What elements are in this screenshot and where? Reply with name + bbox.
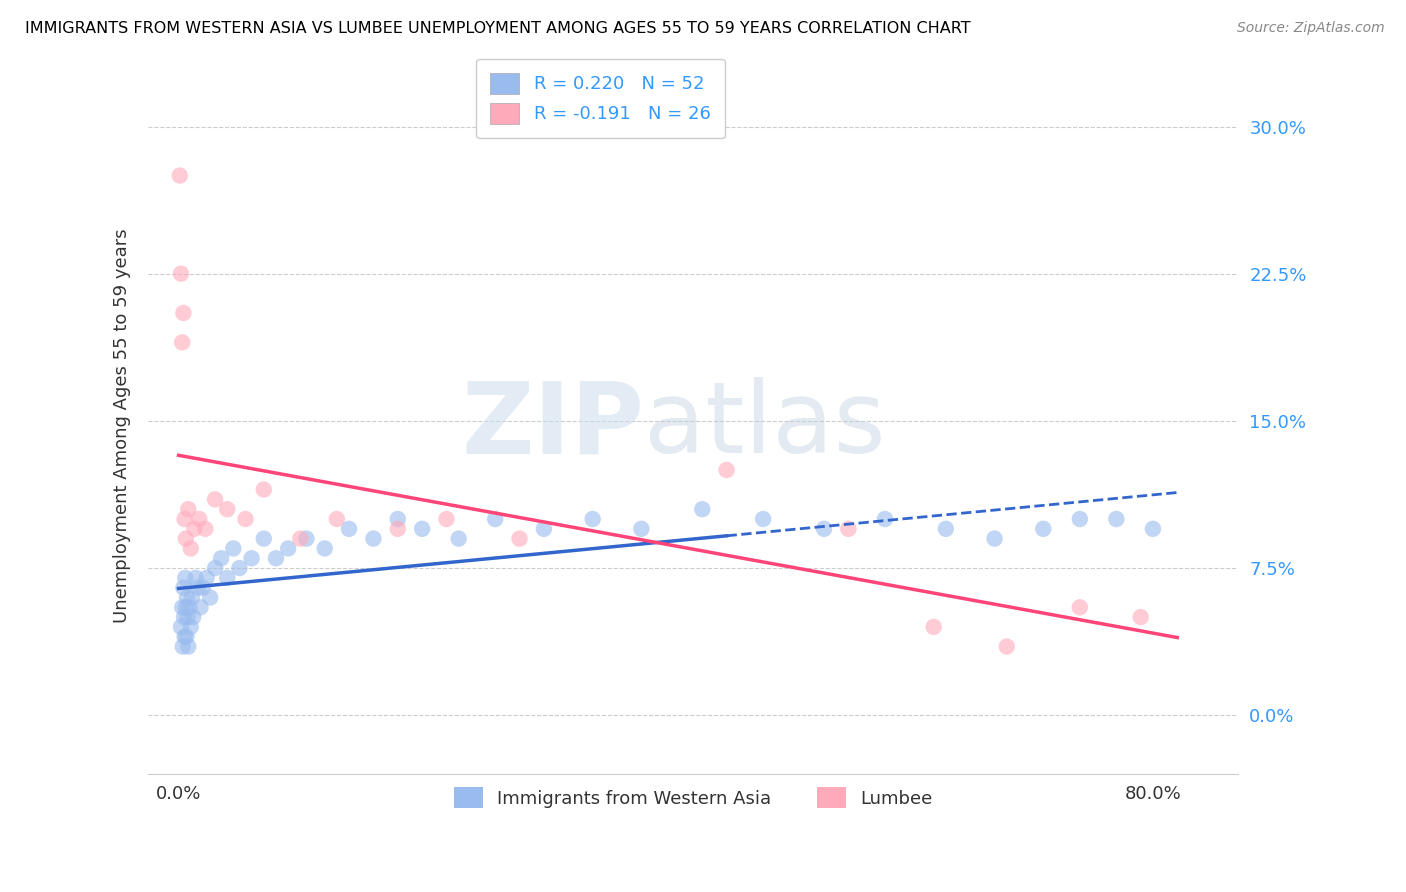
Point bbox=[1032, 522, 1054, 536]
Point bbox=[170, 620, 193, 634]
Point bbox=[174, 532, 197, 546]
Y-axis label: Unemployment Among Ages 55 to 59 years: Unemployment Among Ages 55 to 59 years bbox=[114, 228, 131, 624]
Point bbox=[217, 502, 239, 516]
Point bbox=[363, 532, 385, 546]
Point bbox=[1129, 610, 1152, 624]
Point bbox=[190, 600, 212, 615]
Point bbox=[447, 532, 470, 546]
Point bbox=[179, 600, 201, 615]
Point bbox=[174, 600, 197, 615]
Point bbox=[222, 541, 245, 556]
Point bbox=[177, 640, 200, 654]
Point bbox=[183, 522, 205, 536]
Point bbox=[411, 522, 433, 536]
Point bbox=[200, 591, 222, 605]
Point bbox=[690, 502, 713, 516]
Point bbox=[180, 541, 202, 556]
Point bbox=[813, 522, 835, 536]
Point bbox=[204, 561, 226, 575]
Point bbox=[187, 581, 209, 595]
Point bbox=[228, 561, 250, 575]
Point bbox=[181, 591, 204, 605]
Point bbox=[195, 571, 218, 585]
Point bbox=[235, 512, 257, 526]
Point bbox=[1069, 512, 1091, 526]
Point bbox=[630, 522, 652, 536]
Point bbox=[240, 551, 263, 566]
Text: Source: ZipAtlas.com: Source: ZipAtlas.com bbox=[1237, 21, 1385, 36]
Point bbox=[173, 512, 195, 526]
Point bbox=[172, 640, 194, 654]
Point bbox=[194, 522, 217, 536]
Point bbox=[176, 630, 198, 644]
Point bbox=[277, 541, 299, 556]
Point bbox=[191, 581, 214, 595]
Point bbox=[204, 492, 226, 507]
Point bbox=[1105, 512, 1128, 526]
Point bbox=[176, 591, 198, 605]
Point bbox=[326, 512, 349, 526]
Text: IMMIGRANTS FROM WESTERN ASIA VS LUMBEE UNEMPLOYMENT AMONG AGES 55 TO 59 YEARS CO: IMMIGRANTS FROM WESTERN ASIA VS LUMBEE U… bbox=[25, 21, 972, 37]
Point bbox=[176, 610, 198, 624]
Text: ZIP: ZIP bbox=[461, 377, 644, 475]
Point bbox=[387, 512, 409, 526]
Point bbox=[173, 610, 195, 624]
Point bbox=[253, 483, 276, 497]
Point bbox=[983, 532, 1005, 546]
Text: atlas: atlas bbox=[644, 377, 886, 475]
Point bbox=[436, 512, 458, 526]
Point bbox=[873, 512, 896, 526]
Point bbox=[177, 502, 200, 516]
Legend: Immigrants from Western Asia, Lumbee: Immigrants from Western Asia, Lumbee bbox=[447, 780, 939, 815]
Point bbox=[837, 522, 859, 536]
Point bbox=[209, 551, 232, 566]
Point bbox=[1142, 522, 1164, 536]
Point bbox=[170, 267, 193, 281]
Point bbox=[935, 522, 957, 536]
Point bbox=[169, 169, 191, 183]
Point bbox=[188, 512, 211, 526]
Point bbox=[387, 522, 409, 536]
Point bbox=[181, 610, 204, 624]
Point bbox=[217, 571, 239, 585]
Point bbox=[1069, 600, 1091, 615]
Point bbox=[533, 522, 555, 536]
Point bbox=[264, 551, 287, 566]
Point bbox=[253, 532, 276, 546]
Point bbox=[172, 306, 194, 320]
Point bbox=[173, 630, 195, 644]
Point bbox=[484, 512, 506, 526]
Point bbox=[180, 620, 202, 634]
Point bbox=[582, 512, 605, 526]
Point bbox=[290, 532, 312, 546]
Point bbox=[172, 600, 194, 615]
Point bbox=[184, 571, 207, 585]
Point bbox=[172, 335, 194, 350]
Point bbox=[509, 532, 531, 546]
Point bbox=[337, 522, 360, 536]
Point bbox=[172, 581, 194, 595]
Point bbox=[314, 541, 336, 556]
Point bbox=[295, 532, 318, 546]
Point bbox=[922, 620, 945, 634]
Point bbox=[752, 512, 775, 526]
Point bbox=[995, 640, 1018, 654]
Point bbox=[716, 463, 738, 477]
Point bbox=[174, 571, 197, 585]
